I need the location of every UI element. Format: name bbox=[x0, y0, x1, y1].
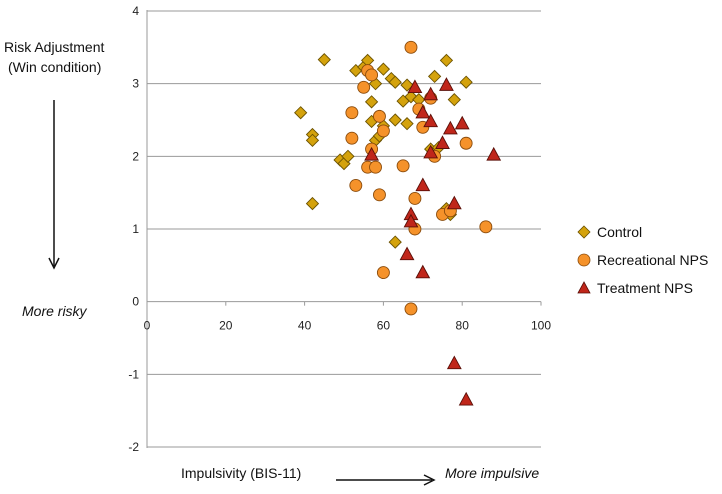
point-treatment-nps bbox=[423, 144, 439, 159]
y-tick-label: 3 bbox=[132, 77, 139, 91]
point-control bbox=[447, 93, 461, 107]
y-tick-label: -2 bbox=[128, 440, 139, 454]
y-tick-label: 4 bbox=[132, 4, 139, 18]
data-points bbox=[294, 40, 502, 406]
y-axis-title-line-2: (Win condition) bbox=[8, 59, 101, 75]
point-control bbox=[376, 62, 391, 76]
point-treatment-nps bbox=[446, 355, 462, 370]
point-treatment-nps bbox=[403, 213, 419, 228]
point-treatment-nps bbox=[415, 104, 431, 119]
point-recreational-nps bbox=[376, 266, 390, 280]
point-treatment-nps bbox=[364, 146, 379, 161]
legend: Control Recreational NPS Treatment NPS bbox=[577, 224, 708, 296]
point-control bbox=[341, 149, 355, 163]
point-treatment-nps bbox=[407, 79, 423, 94]
point-treatment-nps bbox=[399, 246, 415, 261]
point-control bbox=[294, 106, 308, 120]
legend-label-control: Control bbox=[597, 224, 642, 240]
point-recreational-nps bbox=[369, 160, 382, 174]
point-treatment-nps bbox=[415, 264, 431, 279]
point-control bbox=[400, 78, 414, 92]
x-tick-label: 40 bbox=[298, 319, 312, 333]
point-treatment-nps bbox=[423, 86, 439, 101]
point-control bbox=[305, 133, 320, 147]
y-tick-label: 2 bbox=[132, 149, 139, 163]
point-recreational-nps bbox=[357, 80, 371, 94]
legend-label-recreational-nps: Recreational NPS bbox=[597, 252, 708, 268]
legend-triangle-icon bbox=[577, 281, 591, 294]
point-recreational-nps bbox=[373, 188, 386, 202]
legend-item-recreational-nps: Recreational NPS bbox=[577, 252, 708, 268]
point-treatment-nps bbox=[415, 177, 431, 192]
x-direction-label: More impulsive bbox=[445, 465, 539, 481]
right-arrow-icon bbox=[336, 474, 436, 486]
legend-circle-icon bbox=[577, 253, 591, 267]
point-control bbox=[364, 95, 379, 109]
x-axis-title: Impulsivity (BIS-11) bbox=[181, 465, 301, 481]
point-recreational-nps bbox=[345, 106, 359, 120]
x-tick-label: 0 bbox=[144, 319, 151, 333]
legend-item-treatment-nps: Treatment NPS bbox=[577, 280, 693, 296]
point-treatment-nps bbox=[435, 135, 450, 149]
point-treatment-nps bbox=[439, 77, 454, 91]
x-tick-label: 100 bbox=[531, 319, 551, 333]
point-recreational-nps bbox=[349, 178, 363, 192]
x-tick-label: 60 bbox=[377, 319, 391, 333]
point-control bbox=[388, 75, 402, 89]
point-recreational-nps bbox=[396, 159, 410, 173]
point-treatment-nps bbox=[454, 115, 470, 130]
point-treatment-nps bbox=[423, 113, 439, 128]
point-control bbox=[439, 53, 454, 68]
point-treatment-nps bbox=[442, 120, 458, 135]
point-treatment-nps bbox=[486, 146, 502, 161]
y-tick-label: -1 bbox=[128, 367, 139, 381]
point-recreational-nps bbox=[376, 124, 390, 138]
legend-item-control: Control bbox=[577, 224, 642, 240]
x-tick-label: 20 bbox=[219, 319, 233, 333]
point-control bbox=[388, 235, 402, 249]
y-direction-label: More risky bbox=[22, 303, 88, 319]
y-tick-labels: -2 -1 0 1 2 3 4 bbox=[128, 4, 139, 454]
point-treatment-nps bbox=[446, 195, 462, 210]
y-axis-title-line-1: Risk Adjustment bbox=[4, 39, 104, 55]
x-tick-labels: 0 20 40 60 80 100 bbox=[144, 301, 551, 333]
point-control bbox=[427, 69, 442, 84]
point-recreational-nps bbox=[404, 302, 418, 316]
y-tick-label: 1 bbox=[132, 222, 139, 236]
y-tick-label: 0 bbox=[132, 295, 139, 309]
legend-label-treatment-nps: Treatment NPS bbox=[597, 280, 693, 296]
point-treatment-nps bbox=[458, 391, 474, 406]
point-control bbox=[305, 196, 320, 211]
point-recreational-nps bbox=[479, 220, 493, 234]
point-recreational-nps bbox=[404, 40, 418, 54]
point-control bbox=[459, 75, 473, 89]
point-control bbox=[400, 116, 414, 131]
point-recreational-nps bbox=[408, 192, 422, 205]
point-recreational-nps bbox=[373, 109, 386, 123]
point-recreational-nps bbox=[459, 136, 473, 150]
point-control bbox=[317, 53, 331, 67]
point-recreational-nps bbox=[345, 131, 359, 145]
down-arrow-icon bbox=[48, 100, 60, 270]
x-tick-label: 80 bbox=[456, 319, 470, 333]
legend-diamond-icon bbox=[577, 225, 591, 239]
point-control bbox=[388, 113, 402, 127]
point-recreational-nps bbox=[365, 68, 379, 82]
